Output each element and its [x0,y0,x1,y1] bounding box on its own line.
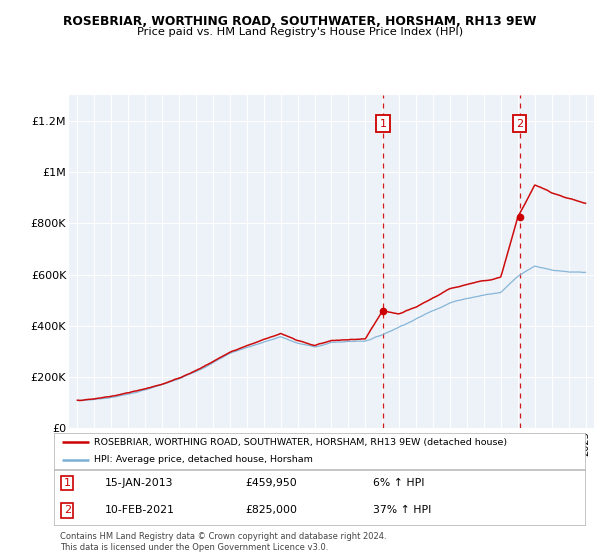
Text: HPI: Average price, detached house, Horsham: HPI: Average price, detached house, Hors… [94,455,313,464]
Text: Price paid vs. HM Land Registry's House Price Index (HPI): Price paid vs. HM Land Registry's House … [137,27,463,38]
Text: £459,950: £459,950 [245,478,297,488]
Text: 15-JAN-2013: 15-JAN-2013 [104,478,173,488]
Text: 1: 1 [379,119,386,129]
Text: Contains HM Land Registry data © Crown copyright and database right 2024.: Contains HM Land Registry data © Crown c… [60,532,386,541]
Text: 37% ↑ HPI: 37% ↑ HPI [373,506,431,515]
Text: ROSEBRIAR, WORTHING ROAD, SOUTHWATER, HORSHAM, RH13 9EW: ROSEBRIAR, WORTHING ROAD, SOUTHWATER, HO… [64,15,536,28]
Text: 1: 1 [64,478,71,488]
Text: ROSEBRIAR, WORTHING ROAD, SOUTHWATER, HORSHAM, RH13 9EW (detached house): ROSEBRIAR, WORTHING ROAD, SOUTHWATER, HO… [94,438,507,447]
Text: £825,000: £825,000 [245,506,297,515]
Text: This data is licensed under the Open Government Licence v3.0.: This data is licensed under the Open Gov… [60,543,328,552]
Text: 2: 2 [64,506,71,515]
Text: 6% ↑ HPI: 6% ↑ HPI [373,478,424,488]
Text: 10-FEB-2021: 10-FEB-2021 [104,506,175,515]
Text: 2: 2 [516,119,523,129]
